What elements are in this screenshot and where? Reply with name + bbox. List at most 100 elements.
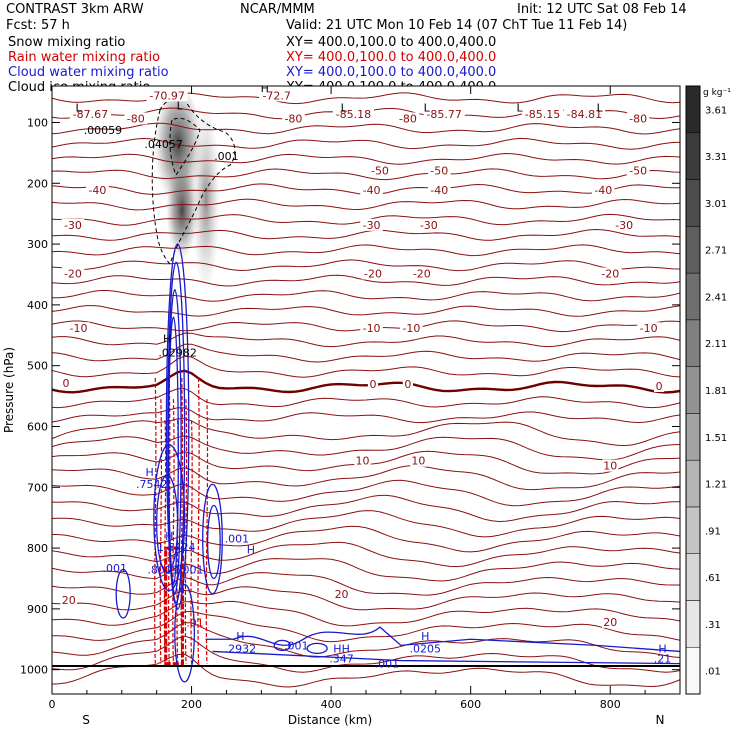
isotherm-label: -50 <box>371 165 389 178</box>
hilo-marker: L <box>424 101 431 114</box>
isotherm-line <box>52 407 680 424</box>
isotherm-line <box>52 635 680 673</box>
field-name-snow: Snow mixing ratio <box>8 35 126 50</box>
low-cloud-contour <box>205 626 680 665</box>
isotherm-line <box>52 418 680 447</box>
isotherm-label-bg <box>602 615 619 628</box>
isotherm-label-bg <box>60 593 77 606</box>
isotherm-label: 20 <box>335 588 349 601</box>
isotherm-label: 0 <box>404 378 411 391</box>
isotherm-label: -72.7 <box>262 89 290 102</box>
snow-plume <box>192 105 220 295</box>
colorbar-swatch <box>685 319 701 367</box>
colorbar-swatch <box>685 413 701 461</box>
isotherm-line <box>52 332 680 348</box>
y-tick-label: 700 <box>27 481 48 494</box>
x-tick-label: 200 <box>181 698 202 711</box>
isotherm-label-bg <box>427 164 451 177</box>
cloud-water-contours <box>115 243 680 683</box>
isotherm-label-bg <box>360 218 383 231</box>
isotherm-label: -10 <box>363 322 381 335</box>
isotherm-label: -30 <box>64 219 82 232</box>
colorbar-swatch <box>685 553 701 601</box>
isotherm-label-bg <box>360 322 383 335</box>
extremum-value-label: .001 <box>214 150 239 163</box>
isotherm-label-bg <box>367 378 379 391</box>
isotherm-label-bg <box>61 267 85 280</box>
isotherm-label: -30 <box>615 219 633 232</box>
isotherm-line <box>52 228 680 241</box>
isotherm-line <box>52 435 680 461</box>
isotherm-line <box>52 586 680 611</box>
rain-contour <box>190 420 193 664</box>
extremum-value-label: .01 <box>186 616 204 629</box>
isotherm-label: -80 <box>399 112 417 125</box>
hilo-marker: H <box>421 630 429 643</box>
isotherm-label-bg <box>354 454 371 467</box>
snow-shading <box>154 88 220 295</box>
isotherm-label-bg <box>626 164 650 177</box>
extremum-value-label: .02982 <box>158 346 197 359</box>
isotherm-label-bg <box>400 322 423 335</box>
isotherm-line <box>52 152 680 165</box>
rain-contour <box>154 377 157 664</box>
isotherm-label: 20 <box>603 616 617 629</box>
end-label-north: N <box>656 713 665 727</box>
isotherm-line <box>52 479 680 507</box>
isotherm-label-bg <box>360 184 383 197</box>
cloud-water-contour <box>273 639 291 652</box>
x-tick-label: 0 <box>49 698 56 711</box>
isotherm-label-bg <box>427 184 451 197</box>
isotherm-line <box>52 198 680 211</box>
end-label-south: S <box>82 713 90 727</box>
y-tick-label: 600 <box>27 420 48 433</box>
isotherm-label-bg <box>417 218 441 231</box>
hilo-marker: L <box>516 101 523 114</box>
isotherm-label-bg <box>282 112 305 125</box>
isotherm-label-bg <box>637 322 660 335</box>
isotherm-label-bg <box>410 267 434 280</box>
extremum-value-label: .001 <box>284 639 309 652</box>
isotherm-label: 10 <box>411 455 425 468</box>
colorbar-level-label: 2.71 <box>705 246 727 257</box>
isotherm-label-bg <box>521 108 564 121</box>
y-tick-label: 300 <box>27 238 48 251</box>
x-tick-label: 600 <box>460 698 481 711</box>
y-tick-label: 1000 <box>20 664 48 677</box>
isotherm-label-bg <box>332 108 375 121</box>
field-xy-rain: XY= 400.0,100.0 to 400.0,400.0 <box>286 50 497 65</box>
cloud-water-contour <box>165 243 190 610</box>
colorbar-level-label: 3.31 <box>705 152 727 163</box>
isotherm-label-bg <box>86 184 109 197</box>
y-tick-label: 200 <box>27 177 48 190</box>
extremum-value-label: .21 <box>654 653 672 666</box>
isotherm-label: 0 <box>62 377 69 390</box>
hilo-marker: L <box>597 101 604 114</box>
colorbar-swatch <box>685 459 701 508</box>
cloud-water-contour <box>156 474 179 574</box>
colorbar-level-label: 2.41 <box>705 292 727 303</box>
extremum-value-label: .0205 <box>410 642 442 655</box>
isotherm-label: -80 <box>629 112 647 125</box>
rain-contour <box>159 399 163 664</box>
isotherm-label: 10 <box>603 460 617 473</box>
colorbar-swatch <box>685 226 701 274</box>
colorbar-swatch <box>685 272 701 321</box>
colorbar-level-label: 2.11 <box>705 339 727 350</box>
ice-contour-outer <box>151 97 236 265</box>
field-name-cloud-water: Cloud water mixing ratio <box>8 65 169 80</box>
colorbar-level-label: .01 <box>705 667 721 678</box>
header-fcst: Fcst: 57 h <box>6 18 70 33</box>
x-tick-label: 800 <box>600 698 621 711</box>
colorbar-level-label: 1.81 <box>705 386 727 397</box>
y-axis-title: Pressure (hPa) <box>2 347 16 433</box>
isotherm-line <box>52 343 680 363</box>
isotherm-label-bg <box>402 378 413 391</box>
isotherm-label-bg <box>259 89 295 102</box>
header-center: NCAR/MMM <box>240 2 315 17</box>
hilo-marker: L <box>341 101 348 114</box>
hilo-marker: H <box>163 332 171 345</box>
isotherm-line <box>52 610 680 643</box>
isotherm-label-bg <box>602 459 619 472</box>
isotherm-label: -30 <box>420 219 438 232</box>
